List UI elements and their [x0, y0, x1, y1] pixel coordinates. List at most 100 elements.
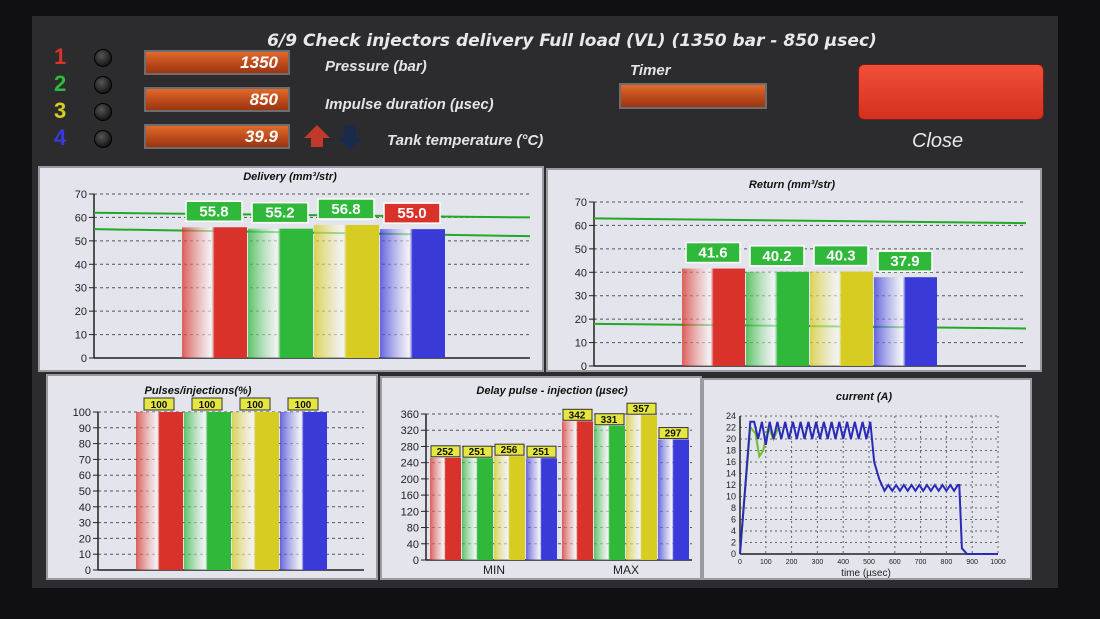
y-tick-label: 0	[413, 555, 419, 567]
y-tick-label: 40	[75, 259, 87, 271]
data-label-box	[143, 397, 175, 411]
return-chart-panel: Return (mm³/str) 0 10 20 30 40 50 60 70 41.6 40.2 4…	[546, 168, 1042, 372]
x-tick-label: 100	[760, 559, 772, 566]
data-label-box	[430, 445, 461, 458]
data-label: 252	[437, 447, 454, 458]
data-label-box	[594, 413, 625, 426]
bar-blue	[658, 439, 689, 560]
data-label-box	[185, 200, 243, 223]
data-label-box	[191, 397, 223, 411]
y-tick-label: 22	[726, 423, 736, 433]
bar-blue	[874, 277, 937, 366]
pressure-label: Pressure (bar)	[325, 58, 427, 75]
y-tick-label: 10	[726, 492, 736, 502]
data-label: 100	[199, 400, 216, 411]
timer-progress	[619, 83, 767, 109]
injector-1-label: 1	[54, 44, 67, 69]
x-tick-label: 200	[786, 559, 798, 566]
data-label: 256	[501, 445, 518, 456]
pressure-value: 1350	[144, 50, 290, 75]
data-label-box	[813, 244, 869, 267]
pulses-chart: Pulses/injections(%) 0 10 20 30 40 50 60 70 80 90 1…	[73, 385, 364, 577]
limit-line	[593, 217, 1027, 225]
y-tick-label: 280	[401, 441, 419, 453]
bar-red	[182, 227, 247, 358]
temperature-down-icon[interactable]	[337, 137, 363, 150]
delay-chart-panel: Delay pulse - injection (µsec) 0 40 80 120 16…	[380, 376, 702, 580]
y-tick-label: 70	[79, 454, 91, 466]
data-label: 297	[665, 429, 682, 440]
y-tick-label: 18	[726, 446, 736, 456]
y-tick-label: 50	[575, 244, 587, 256]
delay-chart: Delay pulse - injection (µsec) 0 40 80 120 16…	[401, 385, 692, 577]
bar-green	[746, 271, 809, 366]
bar-red	[682, 268, 745, 366]
data-label: 40.2	[762, 248, 791, 265]
impulse-label: Impulse duration (µsec)	[325, 96, 494, 113]
y-tick-label: 40	[79, 502, 91, 514]
data-label-box	[526, 445, 557, 458]
y-tick-label: 6	[731, 515, 736, 525]
injector-4-led-icon	[94, 130, 112, 148]
chart-title: Pulses/injections(%)	[145, 385, 252, 397]
y-tick-label: 40	[407, 539, 419, 551]
data-label-box	[562, 408, 593, 421]
bar-red	[562, 421, 593, 560]
injector-4-label: 4	[54, 125, 67, 150]
close-button-label[interactable]: Close	[912, 130, 964, 152]
x-group-label: MIN	[483, 563, 505, 577]
injector-2-led-icon	[94, 76, 112, 94]
current-series-line-1	[739, 420, 998, 555]
bar-yellow	[232, 412, 279, 570]
current-chart-panel: current (A) 0 2 4 6 8 10 12 14 16 18 20 22 24 0 100 200 3…	[702, 378, 1032, 580]
data-label: 55.0	[397, 205, 426, 222]
injector-2-label: 2	[54, 71, 67, 96]
data-label-box	[251, 201, 309, 224]
temperature-up-icon-stem[interactable]	[311, 137, 323, 147]
data-label-box	[626, 402, 657, 415]
y-tick-label: 90	[79, 423, 91, 435]
bar-yellow	[626, 415, 657, 560]
data-label: 342	[569, 410, 586, 421]
limit-line	[93, 211, 531, 219]
y-tick-label: 100	[73, 407, 91, 419]
y-tick-label: 4	[731, 526, 736, 536]
y-tick-label: 60	[575, 220, 587, 232]
data-label: 55.2	[265, 205, 294, 222]
x-group-label: MAX	[613, 563, 639, 577]
x-tick-label: 300	[812, 559, 824, 566]
page-title: 6/9 Check injectors delivery Full load (…	[267, 31, 877, 51]
data-label-box	[877, 250, 933, 272]
y-tick-label: 2	[731, 538, 736, 548]
injector-1-led-icon	[94, 49, 112, 67]
close-button[interactable]	[858, 64, 1044, 120]
y-tick-label: 24	[726, 411, 736, 421]
y-tick-label: 10	[575, 338, 587, 350]
data-label: 56.8	[331, 201, 360, 218]
x-tick-label: 900	[966, 559, 978, 566]
x-tick-label: 400	[837, 559, 849, 566]
y-tick-label: 10	[79, 549, 91, 561]
y-tick-label: 0	[85, 565, 91, 577]
temperature-down-icon-stem[interactable]	[344, 126, 356, 137]
data-label-box	[749, 245, 805, 267]
bar-blue	[380, 229, 445, 358]
y-tick-label: 80	[79, 439, 91, 451]
y-tick-label: 160	[401, 490, 419, 502]
bar-green	[248, 228, 313, 358]
x-tick-label: 800	[941, 559, 953, 566]
y-tick-label: 0	[731, 549, 736, 559]
bar-blue	[280, 412, 327, 570]
y-tick-label: 60	[75, 212, 87, 224]
screen: 6/9 Check injectors delivery Full load (…	[32, 16, 1058, 588]
y-tick-label: 70	[75, 189, 87, 201]
bar-green	[184, 412, 231, 570]
y-tick-label: 20	[75, 306, 87, 318]
y-tick-label: 30	[75, 283, 87, 295]
data-label-box	[462, 445, 493, 458]
temperature-up-icon[interactable]	[304, 125, 330, 138]
data-label-box	[658, 427, 689, 440]
bar-green	[594, 425, 625, 560]
y-tick-label: 50	[75, 236, 87, 248]
